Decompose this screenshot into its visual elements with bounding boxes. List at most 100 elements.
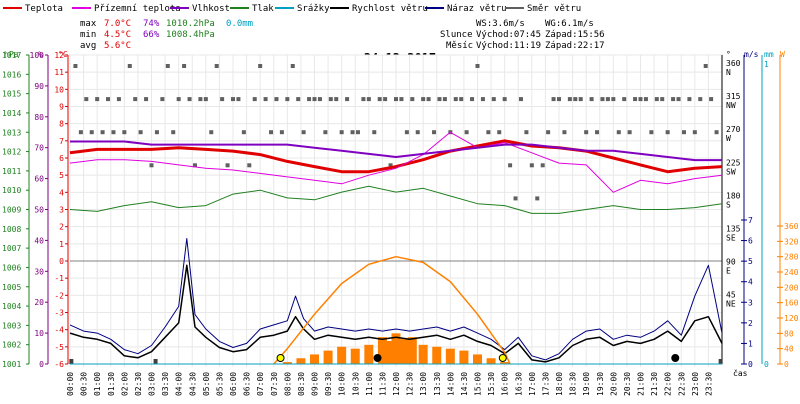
wind-direction-point — [307, 97, 312, 102]
wind-direction-point — [567, 97, 572, 102]
x-tick-label: 01:00 — [93, 372, 102, 396]
x-tick-label: 20:30 — [623, 372, 632, 396]
x-tick-label: 00:00 — [66, 372, 75, 396]
wind-direction-point — [149, 163, 154, 168]
x-tick-label: 19:30 — [596, 372, 605, 396]
solar-bar — [386, 341, 396, 364]
wind-direction-point — [133, 97, 138, 102]
rain-tick-label: 0 — [764, 360, 769, 369]
wind-direction-point — [426, 97, 431, 102]
solar-tick-label: 160 — [784, 299, 799, 308]
humidity-tick-label: 40 — [34, 236, 44, 245]
legend-label-srazky: Srážky — [297, 4, 330, 14]
solar-bar — [350, 348, 360, 364]
wind-direction-point — [508, 163, 513, 168]
pressure-tick-label: 1001 — [2, 360, 21, 369]
solar-tick-label: 360 — [784, 222, 799, 231]
humidity-tick-label: 0 — [39, 360, 44, 369]
wind-direction-point — [372, 130, 377, 135]
wind-direction-point — [415, 130, 420, 135]
wind-direction-point — [220, 97, 225, 102]
series-line-tlak — [69, 185, 723, 214]
moon-set: Západ:22:17 — [545, 41, 605, 51]
wind-direction-point — [643, 97, 648, 102]
series-line-naraz-vetru — [69, 238, 723, 361]
wind-direction-point — [464, 130, 469, 135]
humidity-tick-label: 100 — [30, 51, 45, 60]
direction-tick-label: 315 — [726, 92, 741, 101]
wind-direction-point — [698, 97, 703, 102]
x-tick-label: 03:30 — [161, 372, 170, 396]
wind-direction-point — [578, 97, 583, 102]
pressure-tick-label: 1013 — [2, 128, 21, 137]
wind-direction-point — [437, 97, 442, 102]
wind-direction-point — [296, 97, 301, 102]
wind-direction-point — [649, 130, 654, 135]
wind-direction-point — [269, 130, 274, 135]
x-tick-label: 10:30 — [351, 372, 360, 396]
temp-tick-label: 8 — [59, 120, 64, 129]
wind-direction-point — [345, 97, 350, 102]
wind-direction-point — [453, 97, 458, 102]
x-tick-label: 07:00 — [256, 372, 265, 396]
direction-compass-label: E — [726, 267, 731, 276]
wind-direction-point — [247, 163, 252, 168]
wind-direction-point — [78, 130, 83, 135]
series-line-slunecni-zareni — [273, 255, 511, 365]
moon-rise: Východ:11:19 — [476, 41, 541, 51]
pressure-tick-label: 1017 — [2, 51, 21, 60]
solar-bar — [310, 354, 319, 364]
x-tick-label: 21:30 — [650, 372, 659, 396]
temp-tick-label: 10 — [54, 85, 64, 94]
wind-tick-label: 0 — [748, 360, 753, 369]
wind-direction-point — [638, 97, 643, 102]
wind-direction-point — [421, 97, 426, 102]
rain-mark — [153, 359, 158, 364]
solar-bar — [432, 346, 442, 364]
wind-direction-point — [334, 97, 339, 102]
wind-tick-label: 7 — [748, 216, 753, 225]
wind-direction-point — [470, 97, 475, 102]
humidity-tick-label: 70 — [34, 144, 44, 153]
x-tick-label: 22:30 — [677, 372, 686, 396]
humidity-tick-label: 80 — [34, 113, 44, 122]
wind-direction-point — [258, 64, 263, 68]
direction-compass-label: SE — [726, 234, 736, 243]
stats-min-label: min — [80, 30, 96, 40]
unit-degc: °C — [58, 50, 68, 59]
x-tick-label: 15:00 — [474, 372, 483, 396]
x-tick-label: 08:00 — [283, 372, 292, 396]
sunrise-marker — [276, 354, 285, 362]
x-tick-label: 13:00 — [419, 372, 428, 396]
wind-direction-point — [540, 163, 545, 168]
humidity-tick-label: 90 — [34, 82, 44, 91]
left-axes: 1017101610151014101310121011101010091008… — [2, 51, 69, 369]
temp-tick-label: -6 — [54, 360, 64, 369]
temp-tick-label: -4 — [54, 326, 64, 335]
wind-direction-point — [475, 64, 480, 68]
wind-direction-point — [214, 64, 219, 68]
legend-label-prizemni-teplota: Přízemní teplota — [94, 4, 181, 14]
moonrise-marker — [373, 354, 382, 362]
temp-tick-label: 11 — [54, 68, 64, 77]
x-tick-label: 06:00 — [229, 372, 238, 396]
direction-tick-label: 180 — [726, 191, 741, 200]
x-tick-label: 02:00 — [120, 372, 129, 396]
solar-bar — [418, 344, 428, 364]
temp-tick-label: 6 — [59, 154, 64, 163]
wind-direction-point — [665, 130, 670, 135]
wind-tick-label: 4 — [748, 278, 753, 287]
legend: Teplota Přízemní teplota Vlhkost Tlak Sr… — [3, 4, 581, 14]
direction-compass-label: W — [726, 134, 731, 143]
wind-direction-point — [187, 97, 192, 102]
wind-direction-point — [73, 64, 78, 68]
wind-direction-point — [236, 97, 241, 102]
x-tick-label: 09:30 — [324, 372, 333, 396]
moon-label: Měsíc — [446, 41, 473, 51]
solar-bar — [296, 358, 306, 364]
wind-direction-point — [144, 97, 149, 102]
wind-direction-point — [317, 97, 322, 102]
wind-direction-point — [404, 130, 409, 135]
solar-bar — [337, 346, 347, 364]
x-tick-label: 17:30 — [541, 372, 550, 396]
